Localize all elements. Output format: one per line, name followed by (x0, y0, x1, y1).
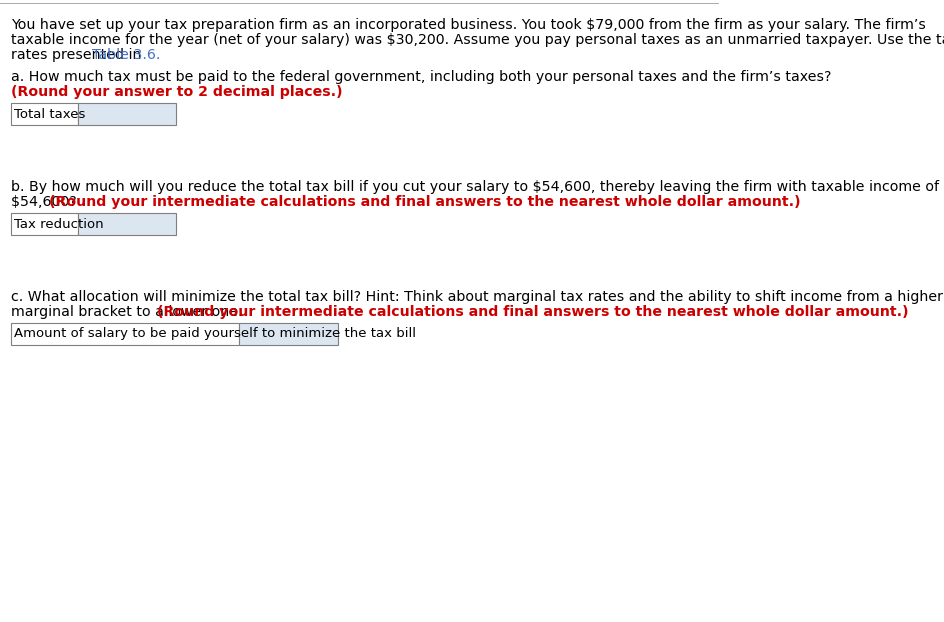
Text: marginal bracket to a lower one.: marginal bracket to a lower one. (10, 305, 246, 319)
FancyBboxPatch shape (10, 103, 77, 125)
Text: (Round your intermediate calculations and final answers to the nearest whole dol: (Round your intermediate calculations an… (49, 195, 801, 209)
Text: Table 3.6.: Table 3.6. (92, 48, 160, 62)
FancyBboxPatch shape (10, 323, 239, 345)
Text: Amount of salary to be paid yourself to minimize the tax bill: Amount of salary to be paid yourself to … (14, 328, 416, 340)
Text: Total taxes: Total taxes (14, 108, 86, 121)
FancyBboxPatch shape (77, 103, 177, 125)
Text: You have set up your tax preparation firm as an incorporated business. You took : You have set up your tax preparation fir… (10, 18, 924, 32)
FancyBboxPatch shape (77, 213, 177, 235)
Text: rates presented in: rates presented in (10, 48, 145, 62)
Text: a. How much tax must be paid to the federal government, including both your pers: a. How much tax must be paid to the fede… (10, 70, 834, 84)
Text: (Round your intermediate calculations and final answers to the nearest whole dol: (Round your intermediate calculations an… (157, 305, 907, 319)
Text: $54,600?: $54,600? (10, 195, 81, 209)
Text: (Round your answer to 2 decimal places.): (Round your answer to 2 decimal places.) (10, 85, 342, 99)
Text: Tax reduction: Tax reduction (14, 218, 104, 231)
FancyBboxPatch shape (239, 323, 337, 345)
Text: c. What allocation will minimize the total tax bill? Hint: Think about marginal : c. What allocation will minimize the tot… (10, 290, 942, 304)
Text: b. By how much will you reduce the total tax bill if you cut your salary to $54,: b. By how much will you reduce the total… (10, 180, 937, 194)
Text: taxable income for the year (net of your salary) was $30,200. Assume you pay per: taxable income for the year (net of your… (10, 33, 944, 47)
FancyBboxPatch shape (10, 213, 77, 235)
